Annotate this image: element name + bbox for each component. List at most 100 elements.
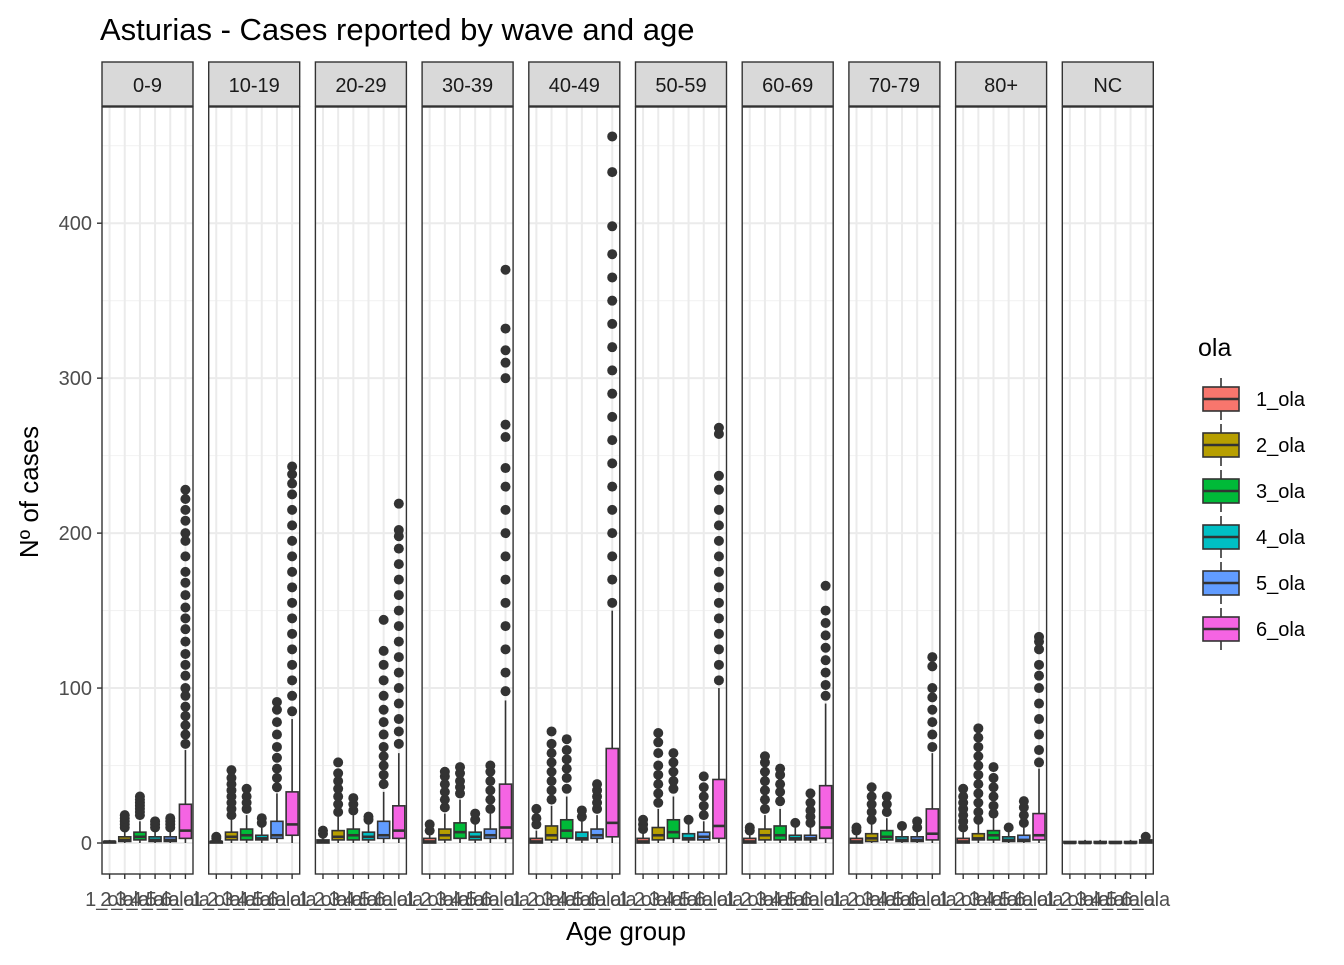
- outlier-point: [271, 729, 282, 740]
- x-tick-label: 3_ola: [969, 889, 1019, 911]
- outlier-point: [607, 295, 618, 306]
- panel-background: [742, 107, 834, 874]
- outlier-point: [713, 422, 724, 433]
- outlier-point: [150, 816, 161, 827]
- outlier-point: [820, 617, 831, 628]
- outlier-point: [180, 729, 191, 740]
- outlier-point: [378, 769, 389, 780]
- box-body: [590, 828, 604, 840]
- x-tick-label: 1_ola: [192, 889, 242, 911]
- facet-strip: [634, 61, 728, 107]
- outlier-point: [973, 769, 984, 780]
- outlier-point: [653, 760, 664, 771]
- x-tick-label: 2_ola: [634, 889, 684, 911]
- facet-strip-label: 10-19: [229, 75, 280, 97]
- outlier-point: [241, 783, 252, 794]
- x-tick-label: 5_ola: [252, 889, 302, 911]
- outlier-point: [820, 580, 831, 591]
- outlier-point: [180, 710, 191, 721]
- outlier-point: [333, 807, 344, 818]
- y-axis: 0 100 200 300 400: [59, 213, 102, 855]
- outlier-point: [393, 590, 404, 601]
- box-4_ola: [148, 816, 162, 844]
- outlier-point: [881, 807, 892, 818]
- x-tick-label: 3_ola: [649, 889, 699, 911]
- panel-background: [635, 107, 727, 874]
- box-6_ola: [1138, 831, 1153, 844]
- outlier-point: [378, 751, 389, 762]
- outlier-point: [851, 822, 862, 833]
- box-3_ola: [239, 783, 254, 844]
- x-tick-label: 6_ola: [374, 889, 424, 911]
- outlier-point: [211, 831, 222, 842]
- panel-background: [1062, 107, 1154, 874]
- outlier-point: [393, 714, 404, 725]
- outlier-point: [271, 772, 282, 783]
- outlier-point: [180, 602, 191, 613]
- x-tick-label: 2_ola: [740, 889, 790, 911]
- outlier-point: [287, 613, 298, 624]
- outlier-point: [561, 783, 572, 794]
- facet-strip: [101, 61, 194, 107]
- outlier-point: [1034, 757, 1045, 768]
- facet-strip: [1061, 61, 1155, 107]
- outlier-point: [607, 481, 618, 492]
- outlier-point: [180, 720, 191, 731]
- box-6_ola: [392, 498, 406, 844]
- outlier-point: [820, 655, 831, 666]
- x-tick-label: 6_ola: [694, 889, 744, 911]
- outlier-point: [500, 621, 511, 632]
- outlier-point: [759, 776, 770, 787]
- outlier-point: [927, 717, 938, 728]
- box-body: [681, 832, 696, 841]
- x-tick-label: 5_ola: [679, 889, 729, 911]
- outlier-point: [439, 766, 450, 777]
- outlier-point: [287, 628, 298, 639]
- box-4_ola: [575, 805, 589, 844]
- outlier-point: [1034, 631, 1045, 642]
- outlier-point: [988, 800, 999, 811]
- outlier-point: [1003, 822, 1014, 833]
- panel-background: [955, 107, 1047, 874]
- outlier-point: [820, 690, 831, 701]
- box-5_ola: [483, 760, 498, 844]
- facet-strip: [954, 61, 1048, 107]
- outlier-point: [287, 551, 298, 562]
- box-6_ola: [925, 652, 940, 844]
- legend-label: 1_ola: [1256, 389, 1306, 411]
- outlier-point: [165, 813, 176, 824]
- facet-strip: [848, 61, 941, 107]
- outlier-point: [607, 249, 618, 260]
- box-5_ola: [910, 816, 924, 844]
- panel-background: [315, 107, 407, 874]
- facet-strip: [314, 61, 408, 107]
- legend-title: ola: [1198, 334, 1231, 362]
- facet-strip-label: 0-9: [133, 75, 162, 97]
- outlier-point: [973, 797, 984, 808]
- legend-entry-3_ola: 3_ola: [1198, 468, 1306, 514]
- x-tick-label: 5_ola: [786, 889, 836, 911]
- x-tick-label: 1_ola: [832, 889, 882, 911]
- outlier-point: [958, 791, 969, 802]
- outlier-point: [973, 732, 984, 743]
- x-tick-label: 1_ola: [85, 889, 135, 911]
- box-body: [605, 747, 620, 838]
- outlier-point: [180, 683, 191, 694]
- outlier-point: [820, 679, 831, 690]
- outlier-point: [500, 357, 511, 368]
- outlier-point: [439, 794, 450, 805]
- x-tick-label: 2_ola: [420, 889, 470, 911]
- box-body: [880, 829, 894, 841]
- outlier-point: [607, 388, 618, 399]
- outlier-point: [561, 734, 572, 745]
- box-body: [1017, 834, 1031, 843]
- outlier-point: [775, 796, 786, 807]
- box-1_ola: [742, 822, 757, 844]
- box-body: [773, 825, 787, 841]
- facet-strip-label: NC: [1093, 75, 1122, 97]
- outlier-point: [713, 659, 724, 670]
- y-tick-label: 200: [59, 523, 92, 545]
- box-body: [544, 825, 559, 841]
- outlier-point: [713, 566, 724, 577]
